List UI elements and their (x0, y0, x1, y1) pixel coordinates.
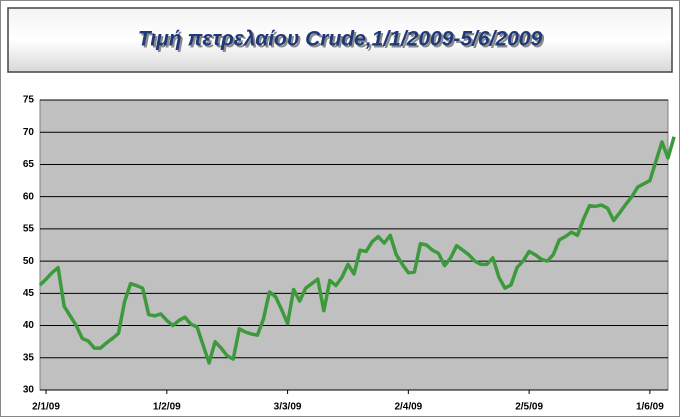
x-tick-label: 1/2/09 (153, 402, 181, 413)
y-tick-label: 75 (23, 95, 35, 106)
y-tick-label: 30 (23, 385, 35, 396)
x-tick-label: 1/6/09 (636, 402, 664, 413)
y-tick-label: 60 (23, 191, 35, 202)
y-tick-label: 50 (23, 256, 35, 267)
x-tick-label: 3/3/09 (274, 402, 302, 413)
x-tick-label: 2/5/09 (515, 402, 543, 413)
y-tick-label: 55 (23, 224, 35, 235)
y-tick-label: 35 (23, 352, 35, 363)
y-tick-label: 70 (23, 127, 35, 138)
chart-title: Τιμή πετρελαίου Crude,1/1/2009-5/6/2009 (138, 28, 543, 51)
title-shadow: Τιμή πετρελαίου Crude,1/1/2009-5/6/2009 (140, 30, 545, 53)
data-line (38, 136, 676, 365)
plot-area (39, 99, 669, 391)
y-tick-label: 65 (23, 159, 35, 170)
y-tick-label: 40 (23, 320, 35, 331)
title-box (7, 7, 673, 73)
x-tick-label: 2/4/09 (394, 402, 422, 413)
y-tick-label: 45 (23, 288, 35, 299)
x-tick-label: 2/1/09 (32, 402, 60, 413)
